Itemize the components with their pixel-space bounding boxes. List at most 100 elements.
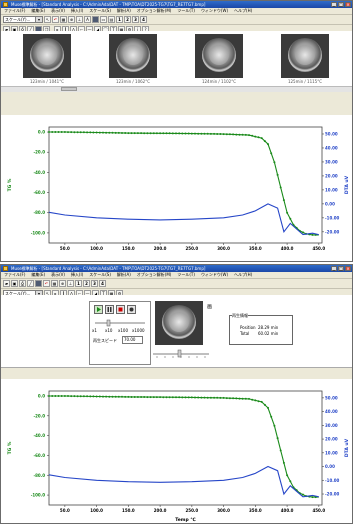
scale-combo-value: スケール(Y)... <box>5 17 31 22</box>
open-icon[interactable]: ▰ <box>3 280 10 287</box>
scale-combo[interactable]: スケール(Y)... ▾ <box>3 16 43 23</box>
menu-window[interactable]: ウィンドウ(W) <box>200 272 229 277</box>
view-4-button[interactable]: 4 <box>140 16 147 23</box>
pause-button[interactable] <box>105 305 114 314</box>
tg-data-point <box>136 396 139 398</box>
close-button[interactable]: × <box>345 266 351 271</box>
thumbnail-1[interactable] <box>23 34 71 78</box>
tg-data-point <box>311 233 314 236</box>
tg-dta-chart-bottom: 50.0 100.0 150.0 200.0 250.0 300.0 350.0 400.0 4… <box>1 379 352 523</box>
menu-tools[interactable]: ツール(T) <box>177 272 195 277</box>
undo-icon[interactable]: ↶ <box>52 16 59 23</box>
undo-icon[interactable]: ↶ <box>43 280 50 287</box>
zoom-icon[interactable]: ⊕ <box>59 280 66 287</box>
minimize-button[interactable]: _ <box>331 266 337 271</box>
stop-button[interactable] <box>116 305 125 314</box>
tg-data-point <box>146 396 149 399</box>
menu-bar: ファイル(F) 編集(E) 表示(V) 挿入(I) スケール(S) 解析(A) … <box>1 8 352 15</box>
tg-data-point <box>117 131 120 134</box>
text-icon[interactable]: A <box>84 16 91 23</box>
tg-data-point <box>216 133 219 135</box>
speed-slider-thumb[interactable] <box>106 319 111 327</box>
menu-help[interactable]: ヘルプ(H) <box>234 272 253 277</box>
window-icon[interactable]: ▭ <box>100 16 107 23</box>
chart-icon[interactable]: ╱ <box>27 280 34 287</box>
grid-icon[interactable]: ▦ <box>60 16 67 23</box>
title-bar[interactable]: Muse標準解析 - [Standard Analysis - C:\Admin… <box>1 1 352 8</box>
view-1-button[interactable]: 1 <box>116 16 123 23</box>
tg-data-point <box>216 396 219 399</box>
menu-tools[interactable]: ツール(T) <box>177 8 195 13</box>
cursor-tool-icon[interactable]: ↖ <box>44 16 51 23</box>
thumbnail-2[interactable] <box>109 34 157 78</box>
view-2-button[interactable]: 2 <box>83 280 90 287</box>
x-tick-label: 350.0 <box>249 246 262 251</box>
menu-insert[interactable]: 挿入(I) <box>70 8 84 13</box>
menu-view[interactable]: 表示(V) <box>51 272 65 277</box>
save-icon[interactable]: ▣ <box>11 280 18 287</box>
camera-icon[interactable] <box>35 280 42 287</box>
title-bar[interactable]: Muse標準解析 - [Standard Analysis - C:\Admin… <box>1 265 352 272</box>
menu-help[interactable]: ヘルプ(H) <box>234 8 253 13</box>
y-left-tick-label: -20.0 <box>33 150 45 155</box>
maximize-button[interactable]: □ <box>338 266 344 271</box>
minimize-button[interactable]: _ <box>331 2 337 7</box>
menu-scale[interactable]: スケール(S) <box>89 272 111 277</box>
chart-svg: 50.0 100.0 150.0 200.0 250.0 300.0 350.0 400.0 4… <box>7 390 350 523</box>
menu-edit[interactable]: 編集(E) <box>31 272 46 277</box>
menu-option-analysis[interactable]: オプション解析(M) <box>136 8 172 13</box>
image-icon[interactable] <box>92 16 99 23</box>
thumbnail-4[interactable] <box>281 34 329 78</box>
print-icon[interactable]: ⎙ <box>19 280 26 287</box>
window-title: Muse標準解析 - [Standard Analysis - C:\Admin… <box>11 266 206 271</box>
tg-data-point <box>184 396 187 399</box>
tg-data-point <box>279 186 282 189</box>
menu-scale[interactable]: スケール(S) <box>89 8 111 13</box>
axis-icon[interactable]: ⊥ <box>67 280 74 287</box>
axis-icon[interactable]: ⊥ <box>76 16 83 23</box>
thumbnail-3[interactable] <box>195 34 243 78</box>
frame-slider-thumb[interactable] <box>177 349 182 358</box>
tg-data-point <box>244 397 247 400</box>
thumbnail-scrollbar[interactable] <box>1 86 352 92</box>
y-right-axis-label: DTA uV <box>344 438 350 457</box>
record-button[interactable] <box>127 305 136 314</box>
menu-edit[interactable]: 編集(E) <box>31 8 46 13</box>
grid-icon[interactable]: ▦ <box>51 280 58 287</box>
x-tick-label: 250.0 <box>186 246 199 251</box>
zoom-icon[interactable]: ⊕ <box>68 16 75 23</box>
tg-data-point <box>197 132 200 135</box>
tg-data-point <box>251 134 254 137</box>
view-4-button[interactable]: 4 <box>99 280 106 287</box>
menu-file[interactable]: ファイル(F) <box>4 8 26 13</box>
tg-data-point <box>178 132 181 135</box>
frame-slider[interactable] <box>151 349 211 359</box>
y-left-tick-label: 0.0 <box>38 130 45 135</box>
tg-data-point <box>260 137 263 140</box>
layout-icon[interactable]: ▤ <box>108 16 115 23</box>
close-button[interactable]: × <box>345 2 351 7</box>
scale-label-x1: x1 <box>92 328 97 333</box>
menu-view[interactable]: 表示(V) <box>51 8 65 13</box>
menu-option-analysis[interactable]: オプション解析(M) <box>136 272 172 277</box>
tg-data-point <box>254 399 257 402</box>
tg-data-point <box>235 397 238 400</box>
tg-data-point <box>124 395 127 398</box>
maximize-button[interactable]: □ <box>338 2 344 7</box>
view-3-button[interactable]: 3 <box>91 280 98 287</box>
view-1-button[interactable]: 1 <box>75 280 82 287</box>
view-2-button[interactable]: 2 <box>124 16 131 23</box>
menu-window[interactable]: ウィンドウ(W) <box>200 8 229 13</box>
speed-slider[interactable] <box>91 318 149 334</box>
speed-value-field[interactable]: 70.00 <box>122 336 143 344</box>
scrollbar-thumb[interactable] <box>61 87 77 91</box>
menu-analysis[interactable]: 解析(A) <box>116 272 131 277</box>
menu-file[interactable]: ファイル(F) <box>4 272 26 277</box>
menu-analysis[interactable]: 解析(A) <box>116 8 131 13</box>
pause-icon <box>107 307 112 312</box>
menu-insert[interactable]: 挿入(I) <box>70 272 84 277</box>
thumbnail-3-caption: 124min / 1102°C <box>201 79 237 84</box>
tg-data-point <box>133 396 136 398</box>
view-3-button[interactable]: 3 <box>132 16 139 23</box>
play-button[interactable] <box>94 305 103 314</box>
